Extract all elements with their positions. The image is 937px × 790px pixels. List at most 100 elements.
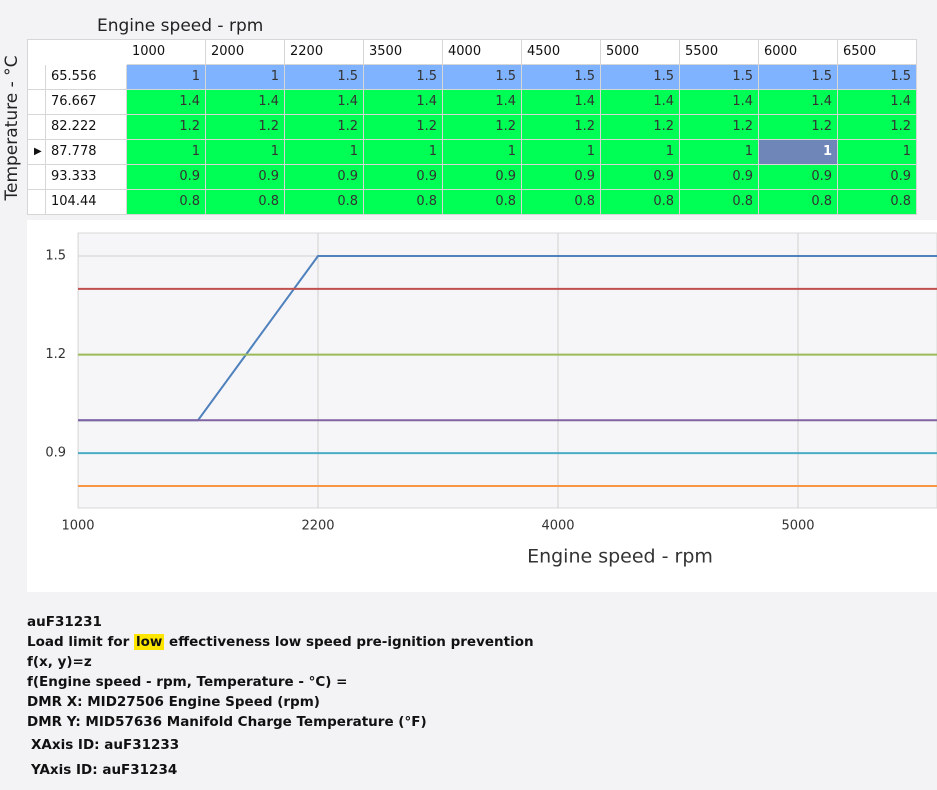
table-cell[interactable]: 1.4	[364, 90, 443, 115]
row-header[interactable]: 65.556	[46, 65, 127, 90]
table-cell[interactable]: 1.2	[364, 115, 443, 140]
table-cell[interactable]: 1.4	[680, 90, 759, 115]
table-cell[interactable]: 0.9	[364, 165, 443, 190]
y-tick-label: 0.9	[45, 446, 66, 461]
table-cell[interactable]: 1.2	[285, 115, 364, 140]
table-cell[interactable]: 1	[759, 140, 838, 165]
x-tick-label: 1000	[61, 519, 94, 534]
table-cell[interactable]: 1.5	[759, 65, 838, 90]
x-axis-id: XAxis ID: auF31233	[31, 737, 180, 753]
table-cell[interactable]: 0.9	[285, 165, 364, 190]
row-indicator	[27, 190, 46, 215]
table-cell[interactable]: 1.2	[127, 115, 206, 140]
table-cell[interactable]: 1	[206, 140, 285, 165]
column-header[interactable]: 4500	[522, 39, 601, 65]
row-header[interactable]: 87.778	[46, 140, 127, 165]
table-cell[interactable]: 1.4	[838, 90, 917, 115]
row-header[interactable]: 76.667	[46, 90, 127, 115]
table-cell[interactable]: 1	[127, 65, 206, 90]
table-cell[interactable]: 0.8	[759, 190, 838, 215]
description-text: Load limit for	[27, 634, 130, 650]
row-header[interactable]: 104.44	[46, 190, 127, 215]
table-cell[interactable]: 0.8	[601, 190, 680, 215]
description-text: effectiveness low speed pre-ignition pre…	[169, 634, 534, 650]
table-cell[interactable]: 0.8	[127, 190, 206, 215]
table-cell[interactable]: 1	[206, 65, 285, 90]
table-cell[interactable]: 1.2	[601, 115, 680, 140]
table-cell[interactable]: 0.9	[601, 165, 680, 190]
table-corner	[27, 39, 127, 65]
row-indicator	[27, 65, 46, 90]
table-cell[interactable]: 0.9	[443, 165, 522, 190]
table-cell[interactable]: 0.8	[285, 190, 364, 215]
y-tick-label: 1.5	[45, 248, 66, 263]
column-header[interactable]: 5000	[601, 39, 680, 65]
table-cell[interactable]: 1	[443, 140, 522, 165]
table-cell[interactable]: 1	[285, 140, 364, 165]
table-cell[interactable]: 1.4	[759, 90, 838, 115]
column-header[interactable]: 5500	[680, 39, 759, 65]
table-cell[interactable]: 1	[680, 140, 759, 165]
table-cell[interactable]: 1	[127, 140, 206, 165]
table-cell[interactable]: 0.9	[680, 165, 759, 190]
table-cell[interactable]: 1.2	[443, 115, 522, 140]
table-cell[interactable]: 1.5	[838, 65, 917, 90]
chart: Engine speed - rpm 0.9 1.2 1.5 1000 2200 4000…	[27, 220, 937, 592]
row-indicator	[27, 165, 46, 190]
table-cell[interactable]: 1	[522, 140, 601, 165]
description: Load limit for low effectiveness low spe…	[27, 632, 534, 652]
table-cell[interactable]: 0.8	[680, 190, 759, 215]
column-header[interactable]: 2000	[206, 39, 285, 65]
table-cell[interactable]: 1	[364, 140, 443, 165]
column-header[interactable]: 1000	[127, 39, 206, 65]
row-indicator: ▶	[27, 140, 46, 165]
column-header[interactable]: 6500	[838, 39, 917, 65]
column-header[interactable]: 6000	[759, 39, 838, 65]
table-cell[interactable]: 1.4	[601, 90, 680, 115]
table: Engine speed - rpm Temperature - °C 1000…	[0, 0, 937, 216]
x-axis-title: Engine speed - rpm	[527, 546, 713, 568]
table-cell[interactable]: 1.2	[206, 115, 285, 140]
table-cell[interactable]: 1.5	[285, 65, 364, 90]
table-cell[interactable]: 0.8	[522, 190, 601, 215]
table-cell[interactable]: 1.4	[206, 90, 285, 115]
row-axis-title: Temperature - °C	[2, 55, 22, 201]
dmr-x: DMR X: MID27506 Engine Speed (rpm)	[27, 694, 320, 710]
table-cell[interactable]: 1.5	[443, 65, 522, 90]
table-cell[interactable]: 0.9	[127, 165, 206, 190]
column-header[interactable]: 3500	[364, 39, 443, 65]
row-header[interactable]: 82.222	[46, 115, 127, 140]
column-header[interactable]: 2200	[285, 39, 364, 65]
table-cell[interactable]: 0.8	[838, 190, 917, 215]
table-cell[interactable]: 1.4	[127, 90, 206, 115]
table-cell[interactable]: 1.5	[364, 65, 443, 90]
plot-layer	[78, 233, 937, 508]
plot-area	[77, 232, 937, 509]
table-cell[interactable]: 1.2	[838, 115, 917, 140]
table-cell[interactable]: 0.8	[364, 190, 443, 215]
table-cell[interactable]: 1.2	[680, 115, 759, 140]
table-cell[interactable]: 0.9	[206, 165, 285, 190]
table-cell[interactable]: 1	[838, 140, 917, 165]
table-cell[interactable]: 1.5	[601, 65, 680, 90]
row-indicator	[27, 115, 46, 140]
table-cell[interactable]: 1	[601, 140, 680, 165]
table-cell[interactable]: 1.4	[285, 90, 364, 115]
table-cell[interactable]: 1.4	[522, 90, 601, 115]
table-cell[interactable]: 0.9	[838, 165, 917, 190]
map-id: auF31231	[27, 614, 102, 630]
table-cell[interactable]: 0.9	[759, 165, 838, 190]
y-axis-id: YAxis ID: auF31234	[31, 762, 178, 778]
table-cell[interactable]: 0.8	[443, 190, 522, 215]
x-tick-label: 5000	[781, 519, 814, 534]
table-cell[interactable]: 1.2	[759, 115, 838, 140]
table-cell[interactable]: 0.8	[206, 190, 285, 215]
table-cell[interactable]: 1.4	[443, 90, 522, 115]
row-header[interactable]: 93.333	[46, 165, 127, 190]
column-header[interactable]: 4000	[443, 39, 522, 65]
table-cell[interactable]: 0.9	[522, 165, 601, 190]
table-cell[interactable]: 1.5	[680, 65, 759, 90]
table-cell[interactable]: 1.2	[522, 115, 601, 140]
table-cell[interactable]: 1.5	[522, 65, 601, 90]
